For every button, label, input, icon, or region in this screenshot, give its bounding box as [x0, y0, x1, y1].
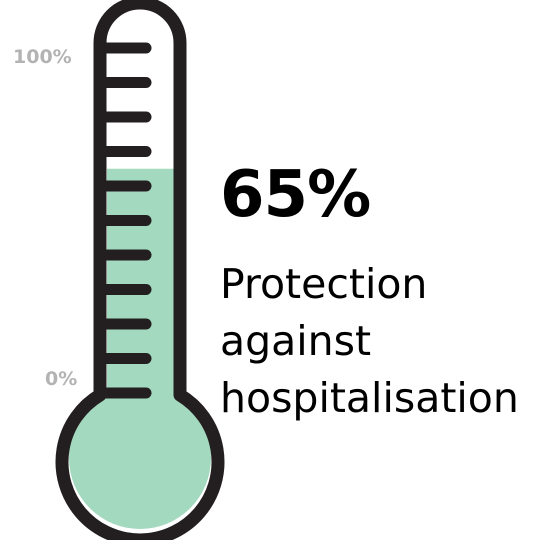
thermometer-outline [55, 0, 225, 540]
caption-line: hospitalisation [220, 374, 519, 422]
caption-line: Protection [220, 260, 428, 308]
scale-max-label: 100% [13, 46, 72, 68]
thermometer-bulb [69, 387, 211, 529]
reading-caption: Protection against hospitalisation [220, 256, 519, 427]
reading-value: 65% [220, 158, 371, 232]
scale-min-label: 0% [45, 368, 78, 390]
caption-line: against [220, 317, 372, 365]
thermometer-ticks [100, 42, 152, 399]
